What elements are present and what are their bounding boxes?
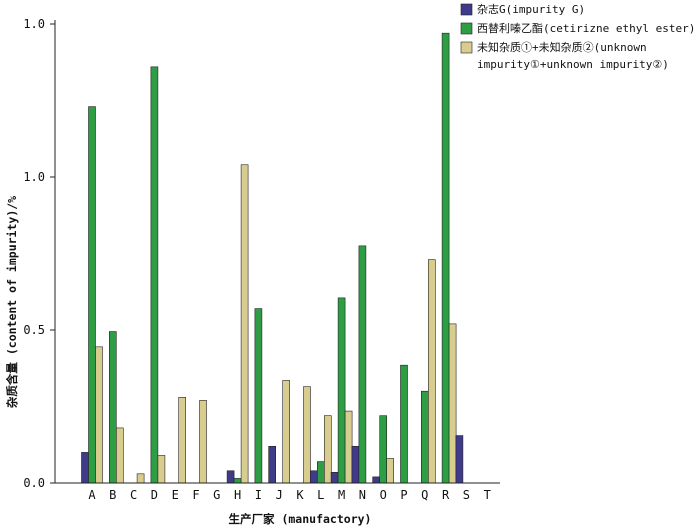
- legend-label-cetirizine-ethyl-ester: 西替利嗪乙酯(cetirizne ethyl ester): [477, 21, 695, 35]
- x-tick-label: J: [276, 488, 283, 502]
- legend-label-unknown-impurities-line1: 未知杂质①+未知杂质②(unknown: [477, 40, 647, 54]
- bar-impurity-g-N: [351, 445, 360, 484]
- bar-unknown-impurities-J: [282, 380, 291, 484]
- bar-unknown-impurities-O: [386, 458, 395, 484]
- bar-unknown-impurities-E: [178, 397, 186, 484]
- legend-label-unknown-impurities-line2: impurity①+unknown impurity②): [477, 58, 669, 71]
- bar-impurity-g-J: [268, 445, 277, 484]
- x-tick-label: R: [442, 488, 450, 502]
- x-tick-label: N: [359, 488, 366, 502]
- x-tick-label: B: [109, 488, 116, 502]
- legend-swatch-unknown-impurities: [460, 41, 473, 54]
- bar-cetirizine-ethyl-ester-A: [88, 106, 96, 484]
- bar-unknown-impurities-H: [240, 164, 249, 484]
- x-axis-title: 生产厂家 (manufactory): [229, 512, 372, 526]
- x-tick-label: O: [380, 488, 387, 502]
- bar-impurity-g-S: [455, 435, 464, 484]
- x-tick-label: T: [484, 488, 491, 502]
- x-tick-label: E: [172, 488, 179, 502]
- x-tick-label: L: [317, 488, 324, 502]
- bar-cetirizine-ethyl-ester-I: [254, 308, 263, 484]
- bar-cetirizine-ethyl-ester-H: [233, 478, 242, 484]
- bar-cetirizine-ethyl-ester-O: [379, 415, 388, 484]
- x-tick-label: C: [130, 488, 137, 502]
- x-tick-label: Q: [421, 488, 428, 502]
- bar-cetirizine-ethyl-ester-L: [316, 461, 325, 484]
- bar-impurity-g-A: [81, 452, 89, 484]
- bar-unknown-impurities-Q: [427, 259, 436, 484]
- bar-cetirizine-ethyl-ester-Q: [420, 390, 429, 484]
- legend: 杂志G(impurity G) 西替利嗪乙酯(cetirizne ethyl e…: [460, 3, 695, 71]
- bars-group: [81, 32, 464, 484]
- bar-unknown-impurities-B: [116, 427, 124, 484]
- bar-unknown-impurities-D: [157, 455, 166, 484]
- bar-cetirizine-ethyl-ester-B: [109, 331, 117, 484]
- x-tick-label: P: [400, 488, 407, 502]
- bar-unknown-impurities-C: [136, 473, 145, 484]
- bar-unknown-impurities-A: [95, 346, 103, 484]
- y-tick-label: 1.0: [23, 17, 45, 31]
- x-tick-label: K: [296, 488, 304, 502]
- bar-cetirizine-ethyl-ester-D: [150, 66, 159, 484]
- legend-label-impurity-g: 杂志G(impurity G): [477, 3, 585, 16]
- bar-cetirizine-ethyl-ester-R: [441, 32, 450, 484]
- y-tick-label: 0.0: [23, 476, 45, 490]
- axes-group: [54, 20, 500, 484]
- bar-cetirizine-ethyl-ester-P: [400, 364, 408, 484]
- bar-impurity-g-H: [226, 470, 235, 484]
- bar-cetirizine-ethyl-ester-M: [337, 297, 346, 484]
- y-tick-label: 1.0: [23, 170, 45, 184]
- x-tick-label: D: [151, 488, 158, 502]
- bar-unknown-impurities-M: [344, 410, 353, 484]
- x-tick-label: I: [255, 488, 262, 502]
- bar-unknown-impurities-F: [199, 400, 207, 484]
- x-tick-label: M: [338, 488, 345, 502]
- x-tick-label: G: [213, 488, 220, 502]
- bar-unknown-impurities-L: [323, 415, 332, 484]
- legend-swatch-cetirizine-ethyl-ester: [460, 22, 473, 35]
- bar-unknown-impurities-K: [303, 386, 311, 484]
- bar-impurity-g-M: [330, 471, 339, 484]
- y-tick-label: 0.5: [23, 323, 45, 337]
- x-tick-label: H: [234, 488, 241, 502]
- y-axis-title: 杂质含量 (content of impurity)/%: [5, 196, 19, 408]
- x-tick-label: S: [463, 488, 470, 502]
- bar-cetirizine-ethyl-ester-N: [358, 245, 367, 484]
- x-tick-label: A: [88, 488, 96, 502]
- bar-unknown-impurities-R: [448, 323, 457, 484]
- legend-swatch-impurity-g: [460, 3, 473, 16]
- bar-impurity-g-O: [372, 476, 381, 484]
- x-tick-label: F: [192, 488, 199, 502]
- bar-impurity-g-L: [309, 470, 318, 484]
